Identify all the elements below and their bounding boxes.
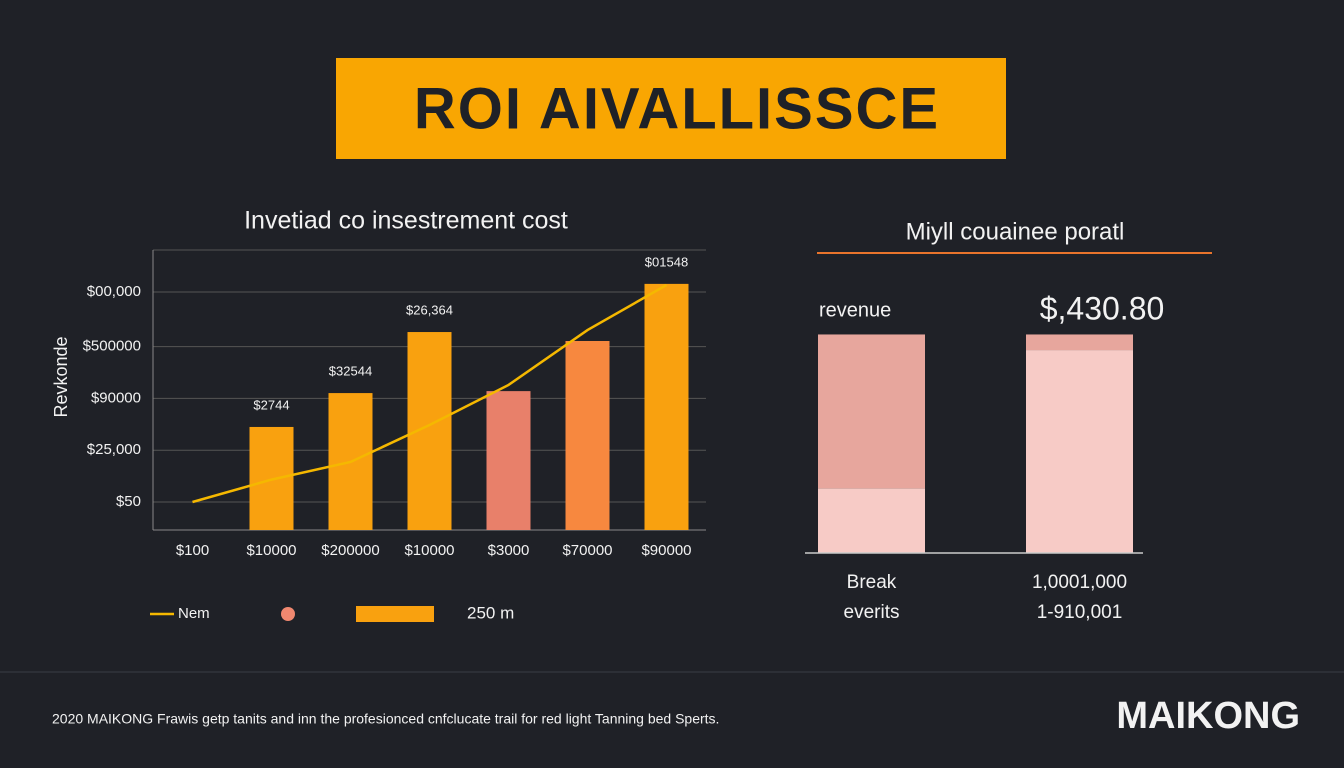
- bar-segment: [818, 334, 925, 489]
- value-label: $32544: [329, 364, 372, 379]
- bar: [486, 391, 531, 530]
- x-tick-label: everits: [844, 602, 900, 623]
- y-tick-label: $90000: [91, 389, 141, 406]
- x-tick-label: $10000: [246, 542, 296, 559]
- legend-label: 250 m: [467, 603, 514, 622]
- y-tick-label: $00,000: [87, 283, 141, 300]
- chart-title: Miyll couainee poratl: [906, 218, 1125, 245]
- y-tick-label: $50: [116, 493, 141, 510]
- x-tick-label: $200000: [321, 542, 379, 559]
- y-axis-label: Revkonde: [51, 336, 71, 417]
- x-tick-label: $10000: [404, 542, 454, 559]
- bar: [644, 283, 689, 530]
- x-tick-label: $3000: [488, 542, 530, 559]
- chart-title: Invetiad co insestrement cost: [244, 207, 568, 235]
- line: [192, 283, 668, 504]
- bar-segment: [1026, 350, 1133, 553]
- x-tick-label: $70000: [562, 542, 612, 559]
- legend-swatch: [356, 606, 434, 622]
- value-label: $26,364: [406, 302, 453, 317]
- x-tick-label: $90000: [641, 542, 691, 559]
- bar-segment: [1026, 334, 1133, 351]
- bar-segment: [818, 488, 925, 553]
- y-tick-label: $500000: [83, 338, 141, 355]
- x-tick-label: 1-910,001: [1037, 602, 1123, 623]
- logo: MAIKONG: [1116, 695, 1300, 737]
- x-tick-label: Break: [847, 572, 897, 593]
- value-label: $01548: [645, 254, 688, 269]
- metric-value: $,430.80: [1040, 290, 1165, 326]
- y-tick-label: $25,000: [87, 441, 141, 458]
- legend-marker: [281, 607, 295, 621]
- value-label: $2744: [253, 397, 289, 412]
- x-tick-label: 1,0001,000: [1032, 572, 1127, 593]
- metric-label: revenue: [819, 299, 891, 321]
- page-title: ROI AIVALLISSCE: [414, 76, 940, 141]
- legend-label: Nem: [178, 605, 210, 622]
- x-tick-label: $100: [176, 542, 209, 559]
- title-banner: [336, 58, 1006, 159]
- bar: [565, 341, 610, 530]
- footer-text: 2020 MAIKONG Frawis getp tanits and inn …: [52, 711, 719, 727]
